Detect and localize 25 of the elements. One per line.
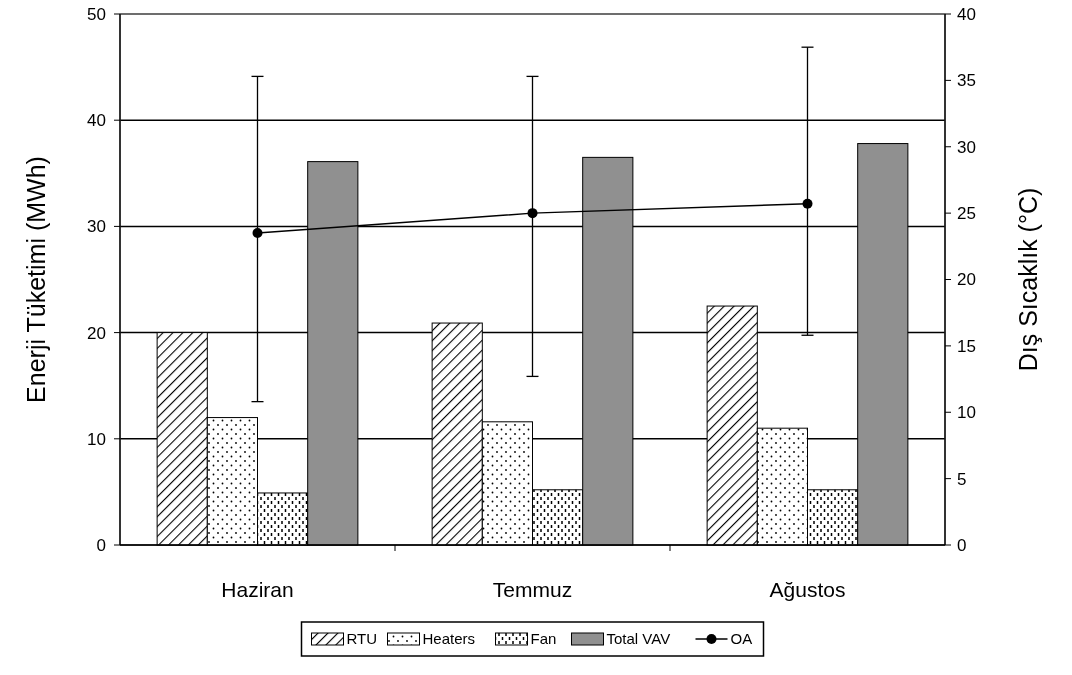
y-tick-label: 50: [87, 4, 106, 24]
y2-tick-label: 30: [957, 137, 976, 157]
legend-label: OA: [730, 630, 753, 648]
y2-axis-title: Dış Sıcaklık (°C): [1014, 187, 1042, 372]
y2-tick-label: 5: [957, 469, 967, 489]
y-axis-title: Enerji Tüketimi (MWh): [22, 156, 50, 403]
legend-label: RTU: [346, 630, 378, 648]
legend-label: Heaters: [422, 630, 476, 648]
y-tick-label: 10: [87, 429, 106, 449]
y-tick-label: 40: [87, 111, 106, 131]
y2-tick-label: 10: [957, 403, 976, 423]
y-tick-label: 20: [87, 323, 106, 343]
y-tick-label: 30: [87, 217, 106, 237]
x-tick-label: Haziran: [221, 578, 294, 601]
y-tick-label: 0: [96, 535, 106, 555]
y2-tick-label: 20: [957, 270, 976, 290]
x-tick-label: Ağustos: [769, 578, 846, 601]
y2-tick-label: 15: [957, 336, 976, 356]
x-tick-label: Temmuz: [492, 578, 573, 601]
y2-tick-label: 40: [957, 4, 976, 24]
y2-tick-label: 35: [957, 71, 976, 91]
legend-label: Total VAV: [606, 630, 671, 648]
y2-tick-label: 0: [957, 535, 967, 555]
legend-label: Fan: [530, 630, 557, 648]
y2-tick-label: 25: [957, 204, 976, 224]
